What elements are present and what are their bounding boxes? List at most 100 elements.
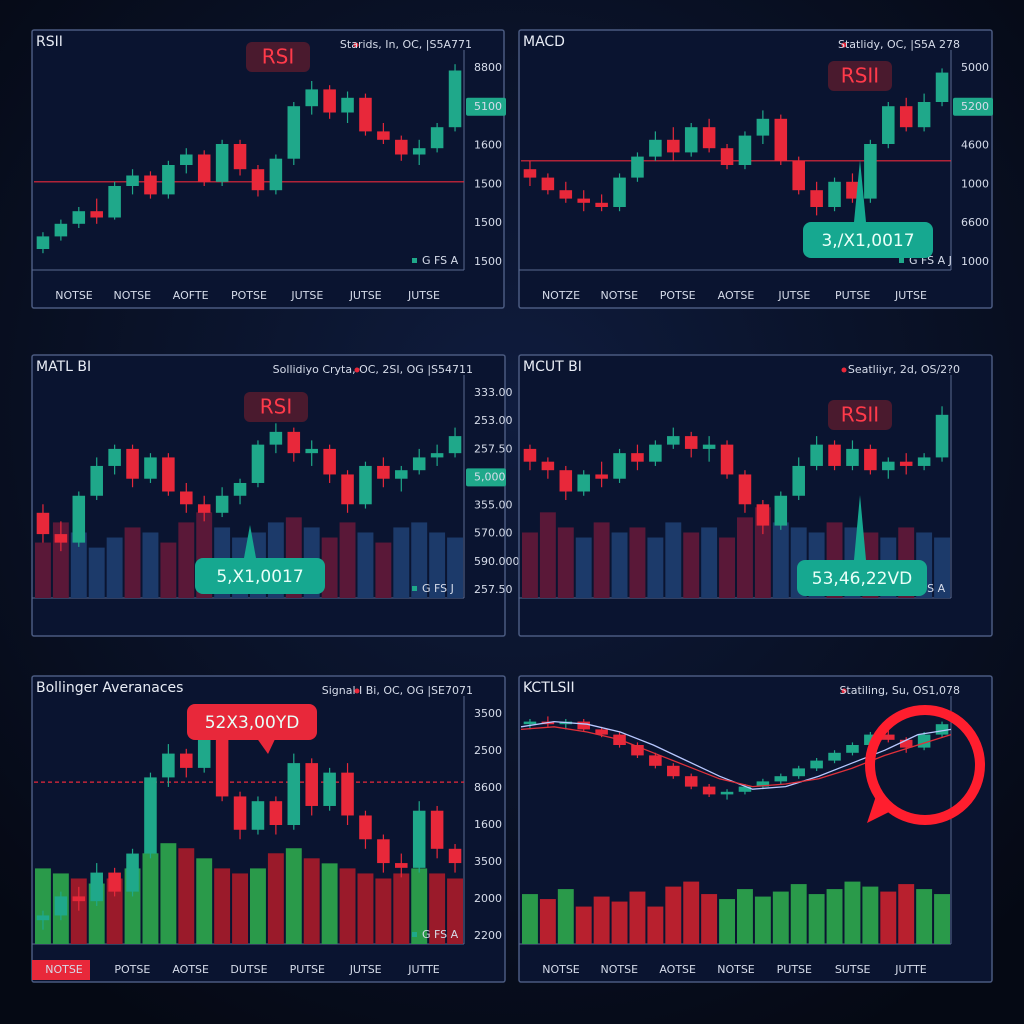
candle-body — [882, 734, 895, 740]
volume-bar — [106, 878, 123, 944]
callout: 5,X1,0017 — [216, 567, 303, 587]
candle-body — [448, 70, 462, 128]
candle-body — [305, 763, 318, 806]
candle-body — [323, 448, 336, 475]
candle-body — [738, 786, 752, 792]
candle-body — [359, 97, 372, 132]
candle-body — [162, 165, 175, 195]
candle-body — [828, 444, 841, 466]
badge: RSII — [841, 403, 879, 427]
y-label: 3500 — [474, 855, 502, 868]
candle-body — [774, 495, 788, 526]
candle-body — [595, 474, 608, 479]
badge-bg — [246, 42, 310, 72]
x-label: SUTSE — [835, 963, 871, 976]
candle-body — [864, 144, 877, 199]
panel-legend: Statiling, Su, OS1,078 — [839, 684, 960, 697]
badge: RSII — [841, 64, 879, 88]
candle-body — [810, 444, 823, 466]
volume-bar — [844, 881, 861, 944]
candle-body — [108, 186, 121, 218]
candle-body — [702, 786, 716, 795]
candle-body — [126, 448, 139, 479]
candle-body — [180, 154, 193, 165]
legend-dot — [841, 42, 847, 48]
badge: RSI — [260, 395, 293, 419]
volume-bar — [826, 889, 843, 944]
candle-body — [756, 781, 770, 787]
volume-bar — [772, 891, 789, 944]
x-label: JUTSE — [349, 289, 382, 302]
candle-body — [649, 139, 662, 157]
candle-body — [180, 753, 193, 768]
candle-body — [54, 896, 68, 916]
volume-bar — [683, 532, 700, 598]
footer-dot — [412, 932, 417, 937]
candle-body — [577, 198, 590, 203]
panel: KCTLSII Statiling, Su, OS1,078 NOTSE NOTSE A… — [518, 675, 993, 983]
candle-body — [828, 181, 841, 207]
candle-body — [90, 465, 103, 496]
x-label: POTSE — [660, 289, 696, 302]
candle-body — [523, 448, 537, 462]
volume-bar — [160, 542, 177, 598]
candle-body — [631, 745, 644, 756]
footer-dot — [412, 258, 417, 263]
candle-body — [702, 127, 716, 149]
x-label: AOFTE — [173, 289, 209, 302]
candle-body — [54, 223, 68, 237]
y-label: 1500 — [474, 216, 502, 229]
x-label: NOTSE — [601, 289, 639, 302]
y-label: 6600 — [961, 216, 989, 229]
candle-body — [287, 431, 301, 454]
callout-pointer — [256, 737, 276, 754]
candle-body — [882, 461, 895, 471]
candle-body — [287, 763, 301, 825]
volume-bar — [737, 517, 753, 598]
candle-body — [792, 160, 805, 191]
y-label: 1000 — [961, 255, 989, 268]
candle-body — [882, 106, 895, 144]
x-label: JUTSE — [894, 289, 927, 302]
volume-bar — [447, 537, 463, 598]
panel-legend: Starids, In, OC, |S5A771 — [340, 38, 472, 51]
candle-body — [917, 102, 931, 128]
candle-body — [269, 431, 283, 445]
candle-body — [667, 139, 680, 153]
badge-bg — [244, 392, 308, 422]
volume-bar — [862, 886, 879, 944]
candle-body — [305, 448, 318, 454]
candle-body — [541, 461, 555, 471]
candle-body — [412, 457, 426, 471]
candle-body — [667, 436, 680, 445]
volume-bar — [357, 532, 374, 598]
volume-bar — [393, 873, 410, 944]
candle-body — [197, 154, 211, 182]
candle-body — [774, 118, 788, 161]
volume-bar — [321, 863, 338, 944]
callout-arrow — [244, 525, 256, 558]
candle-body — [359, 465, 372, 505]
candle-body — [738, 135, 752, 165]
volume-bar — [160, 843, 177, 944]
volume-bar — [35, 868, 51, 944]
x-label: PUTSE — [290, 963, 325, 976]
candle-body — [72, 211, 86, 224]
callout: 3,/X1,0017 — [821, 231, 914, 251]
panel: MATL BI Sollidiyo Cryta, OC, 2SI, OG |S54… — [31, 354, 520, 637]
highlight-ring — [865, 705, 985, 825]
panel-title: RSII — [36, 34, 63, 50]
y-label: 3500 — [474, 707, 502, 720]
candle-body — [595, 729, 608, 735]
badge-bg — [828, 400, 892, 430]
volume-bar — [790, 884, 807, 944]
badge: RSI — [262, 45, 295, 69]
candle-body — [684, 436, 698, 449]
x-label: POTSE — [114, 963, 150, 976]
callout-bg — [195, 558, 325, 594]
candle-body — [341, 474, 354, 505]
volume-bar — [88, 547, 105, 598]
